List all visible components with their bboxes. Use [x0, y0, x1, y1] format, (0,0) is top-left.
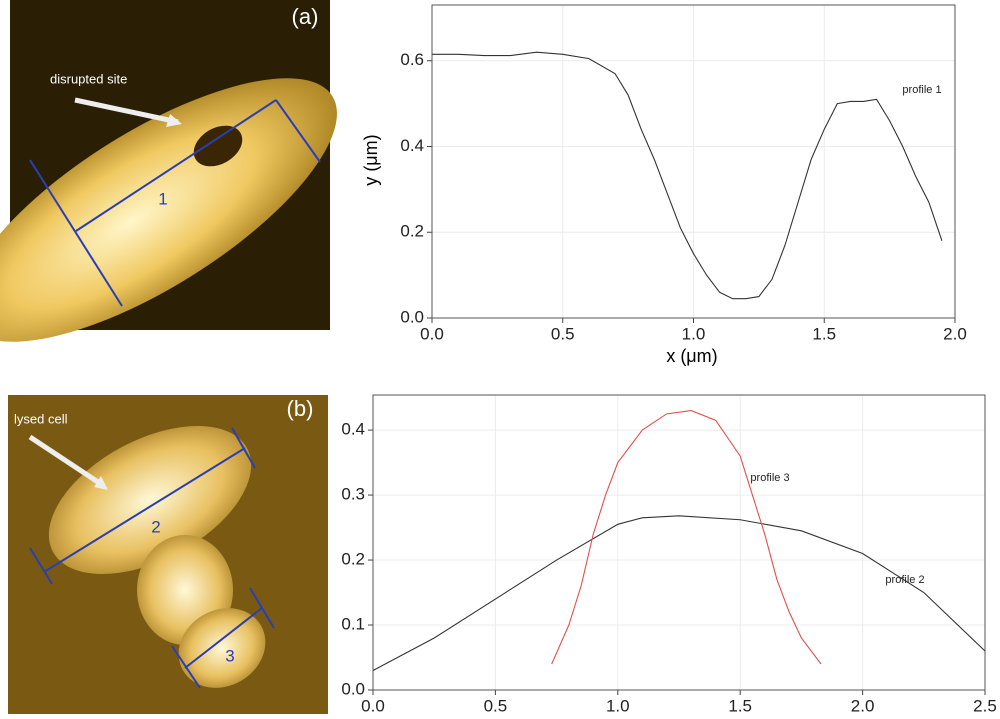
plot-frame	[372, 394, 986, 691]
series-label: profile 3	[750, 472, 789, 484]
data-line	[432, 51, 943, 300]
x-tick-label: 2.0	[851, 696, 875, 714]
x-tick-label: 0.5	[551, 324, 575, 343]
afm-image-a: (a) disrupted site 1	[0, 0, 337, 342]
y-tick-label: 0.0	[341, 679, 365, 698]
y-tick-label: 0.4	[341, 420, 365, 439]
data-line	[372, 515, 986, 671]
x-tick-label: 1.0	[682, 324, 706, 343]
x-tick-label: 0.5	[484, 696, 508, 714]
y-axis-label: y (μm)	[361, 134, 381, 185]
series-label: profile 2	[885, 574, 924, 586]
y-tick-label: 0.4	[400, 136, 424, 155]
x-axis-label: x (μm)	[666, 346, 717, 366]
line-label: 2	[151, 517, 160, 536]
panel-label: (b)	[287, 396, 314, 421]
x-tick-label: 0.0	[361, 696, 385, 714]
y-tick-label: 0.6	[400, 50, 424, 69]
data-line	[551, 410, 822, 665]
image-annotation: lysed cell	[14, 411, 68, 426]
y-tick-label: 0.0	[400, 307, 424, 326]
x-tick-label: 2.5	[973, 696, 997, 714]
x-tick-label: 0.0	[420, 324, 444, 343]
y-tick-label: 0.3	[341, 485, 365, 504]
y-tick-label: 0.2	[400, 222, 424, 241]
line-label: 3	[225, 646, 234, 665]
series-label: profile 1	[902, 84, 941, 96]
image-annotation: disrupted site	[50, 71, 127, 86]
line-label: 1	[158, 189, 167, 208]
x-tick-label: 1.5	[728, 696, 752, 714]
y-tick-label: 0.1	[341, 615, 365, 634]
y-tick-label: 0.2	[341, 550, 365, 569]
x-tick-label: 1.5	[812, 324, 836, 343]
panel-label: (a)	[292, 4, 319, 29]
x-tick-label: 2.0	[943, 324, 967, 343]
afm-image-b: (b) lysed cell 2 3	[8, 395, 328, 714]
x-tick-label: 1.0	[606, 696, 630, 714]
plot-frame	[431, 4, 956, 319]
